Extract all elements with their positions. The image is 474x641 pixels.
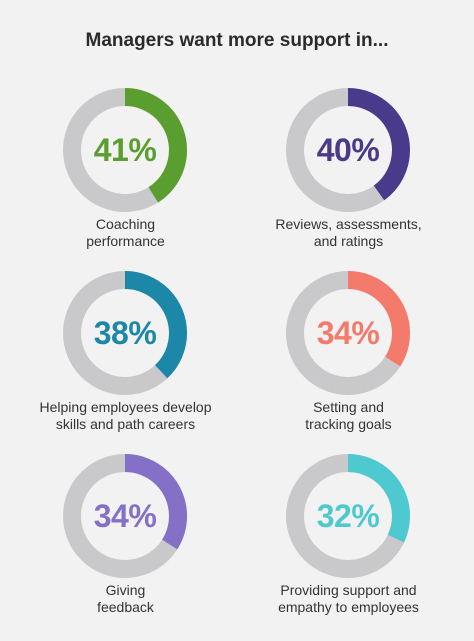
percent-label: 32% (316, 497, 380, 534)
category-label: Giving feedback (7, 582, 244, 616)
donut-svg (63, 454, 187, 578)
donut-chart: 40% (286, 88, 410, 212)
donut-item: 38% Helping employees develop skills and p… (7, 183, 244, 432)
category-label-line: feedback (97, 599, 154, 615)
category-label-line: skills and path careers (55, 416, 196, 432)
donut-chart: 32% (286, 454, 410, 578)
category-label-line: Reviews, assessments, (275, 216, 422, 232)
category-label-line: tracking goals (305, 416, 392, 432)
category-label-line: Providing support and (280, 582, 417, 598)
category-label: Reviews, assessments, and ratings (230, 216, 467, 250)
category-label: Setting and tracking goals (230, 399, 467, 433)
category-label-line: Giving (105, 582, 146, 598)
category-label: Coaching performance (7, 216, 244, 250)
donut-value-arc (63, 88, 187, 212)
percent-label: 38% (93, 314, 157, 351)
donut-chart: 34% (63, 454, 187, 578)
donut-value-arc (286, 271, 410, 395)
percent-label: 41% (93, 131, 157, 168)
donut-chart: 34% (286, 271, 410, 395)
donut-svg (63, 271, 187, 395)
chart-title: Managers want more support in... (85, 30, 389, 51)
donut-svg (286, 271, 410, 395)
donut-value-arc (63, 271, 187, 395)
donut-value-arc (286, 88, 410, 212)
donut-item: 41% Coaching performance (7, 0, 244, 249)
category-label-line: Helping employees develop (39, 399, 212, 415)
donut-chart: 41% (63, 88, 187, 212)
donut-chart: 38% (63, 271, 187, 395)
donut-item: 34% Giving feedback (7, 366, 244, 615)
category-label-line: Coaching (95, 216, 156, 232)
donut-svg (286, 454, 410, 578)
category-label: Providing support and empathy to employee… (230, 582, 467, 616)
donut-svg (63, 88, 187, 212)
percent-label: 34% (93, 497, 157, 534)
percent-label: 40% (316, 131, 380, 168)
category-label-line: and ratings (313, 233, 384, 249)
category-label-line: performance (86, 233, 165, 249)
donut-item: 34% Setting and tracking goals (230, 183, 467, 432)
category-label-line: empathy to employees (278, 599, 419, 615)
donut-item: 32% Providing support and empathy to emplo… (230, 366, 467, 615)
donut-item: 40% Reviews, assessments, and ratings (230, 0, 467, 249)
category-label-line: Setting and (313, 399, 384, 415)
donut-value-arc (286, 454, 410, 578)
category-label: Helping employees develop skills and path… (7, 399, 244, 433)
percent-label: 34% (316, 314, 380, 351)
donut-value-arc (63, 454, 187, 578)
donut-svg (286, 88, 410, 212)
